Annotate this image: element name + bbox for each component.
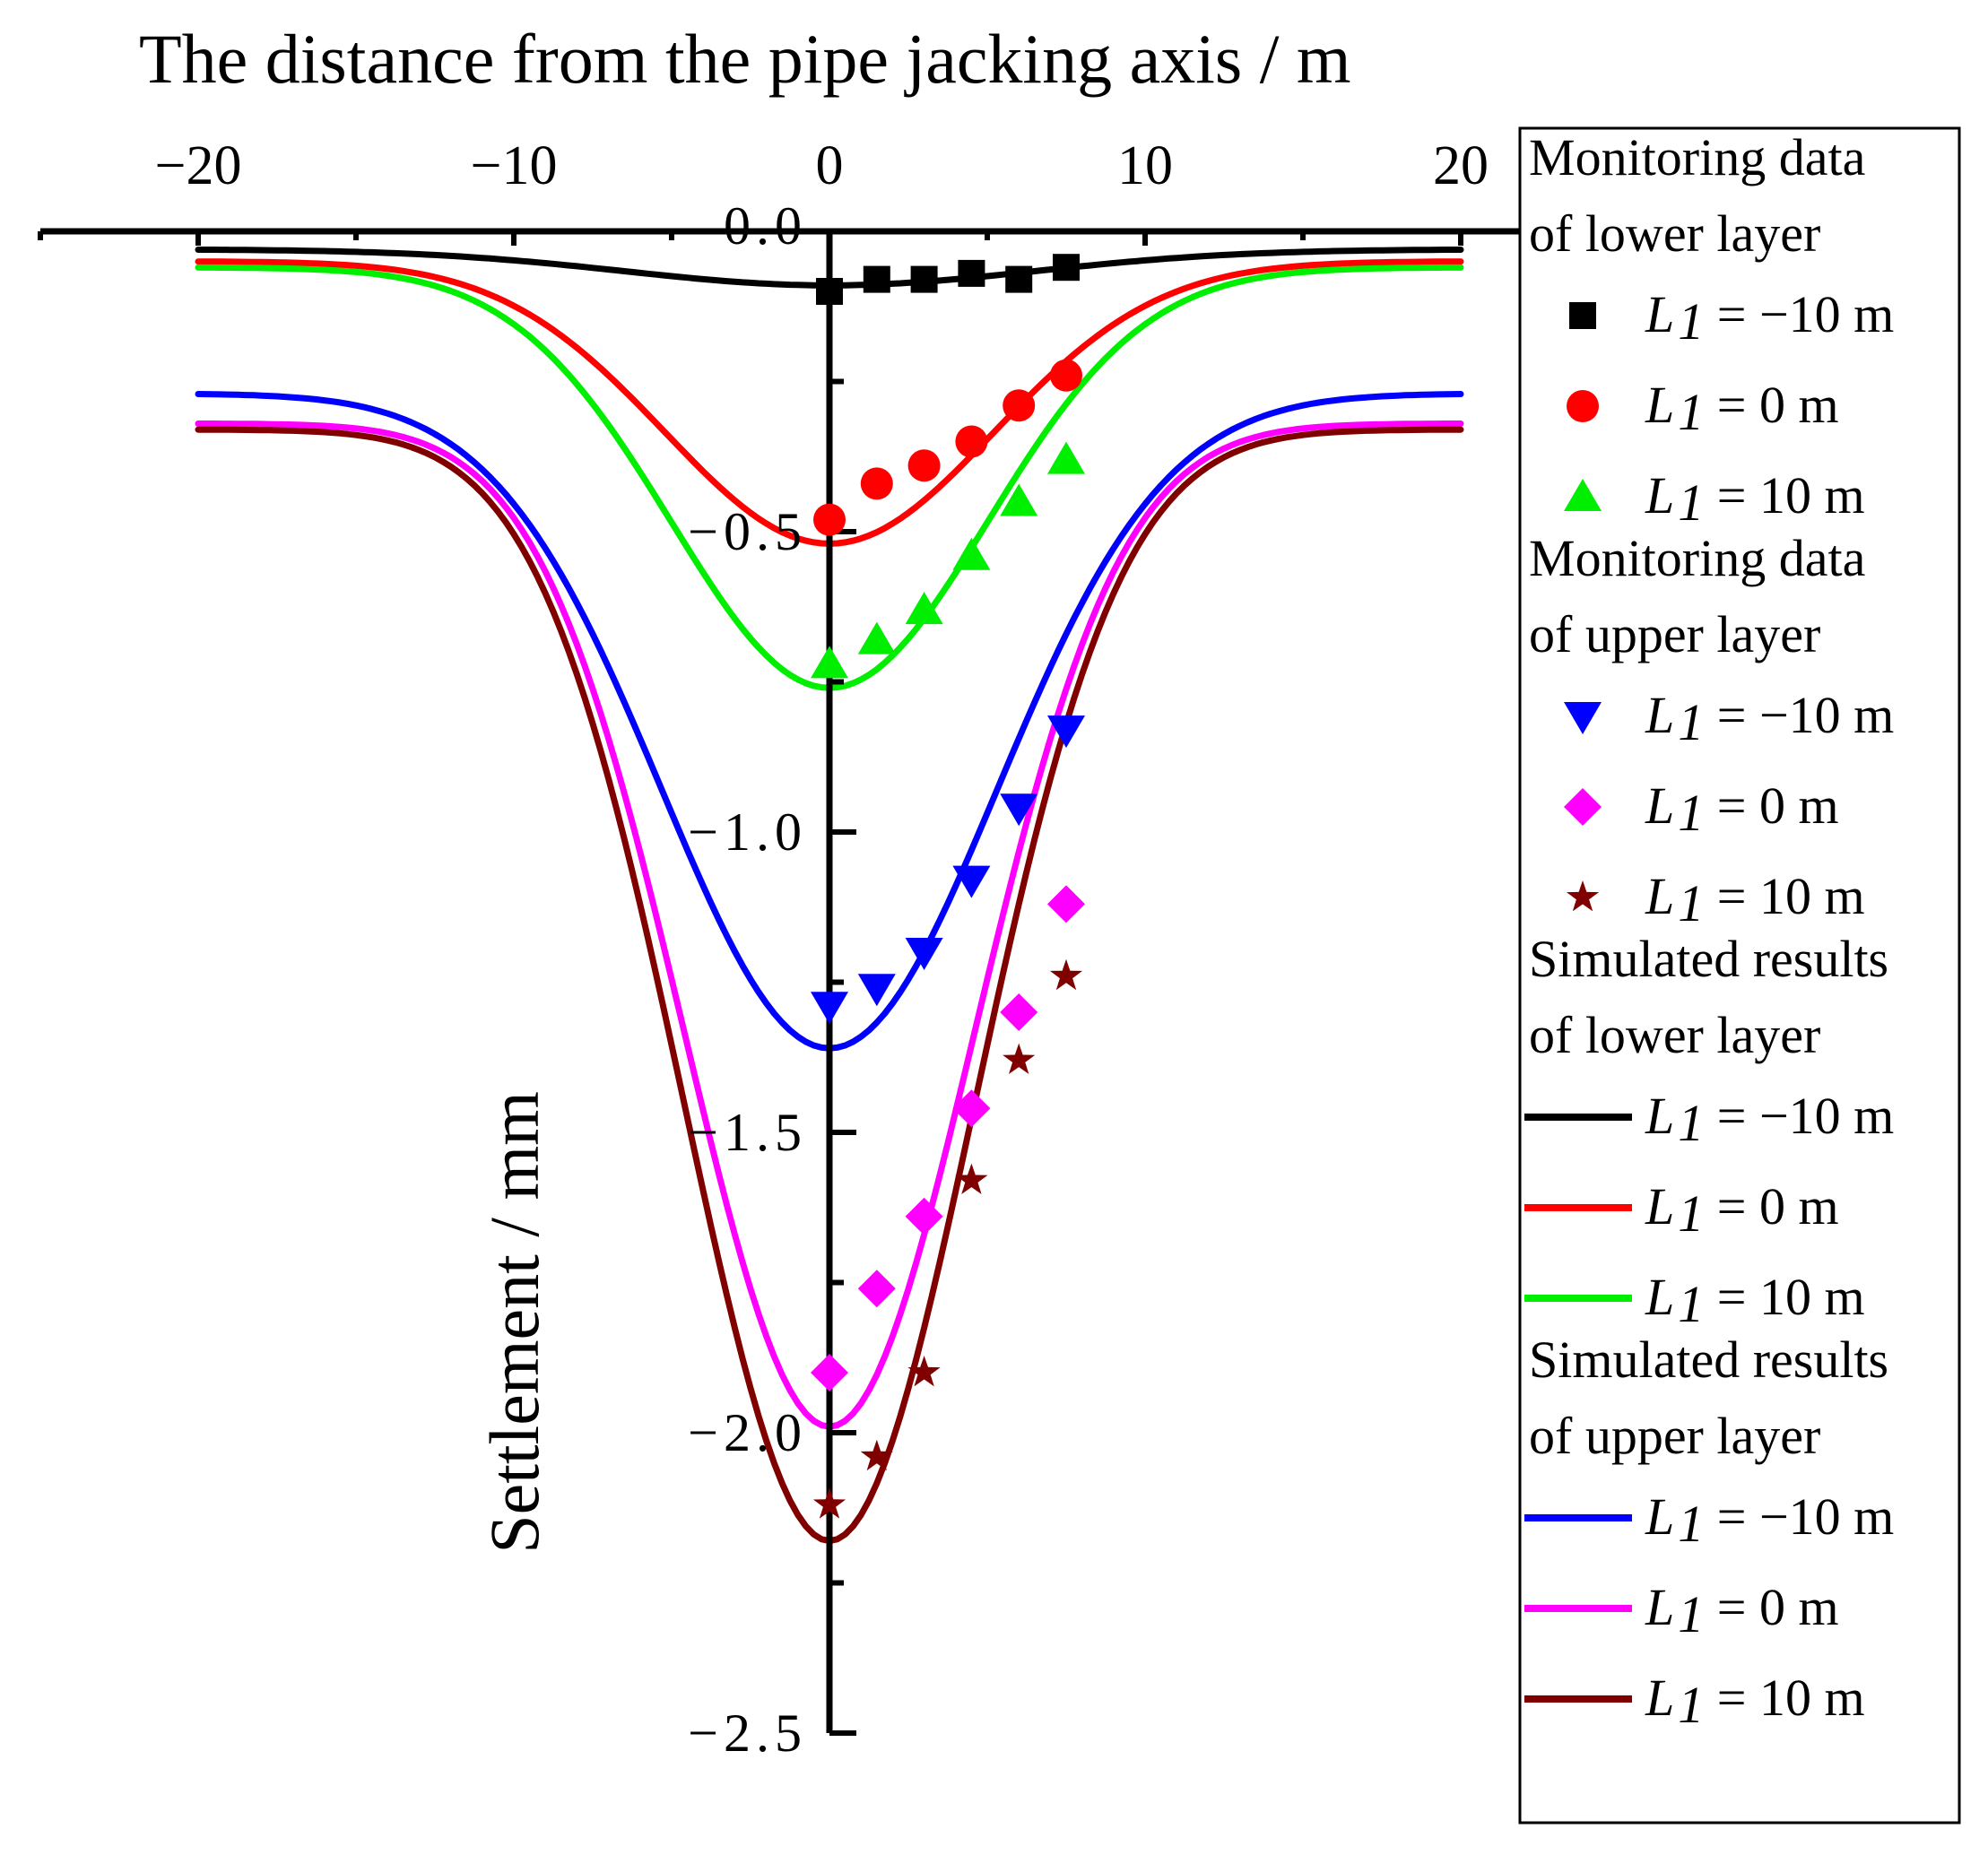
data-point — [857, 1270, 896, 1308]
data-point — [952, 865, 991, 898]
data-point — [863, 265, 890, 293]
data-point — [905, 592, 943, 625]
data-point — [1050, 359, 1082, 392]
data-point — [905, 938, 943, 970]
legend-label: L1 = 10 m — [1645, 466, 1865, 532]
y-tick-label: −2.0 — [688, 1403, 807, 1462]
legend-label: L1 = 10 m — [1645, 867, 1865, 932]
data-point — [955, 425, 988, 458]
x-axis-ticks: −20 −10 0 10 20 — [38, 135, 1489, 246]
legend-heading: of upper layer — [1529, 605, 1820, 663]
data-point — [955, 1163, 988, 1194]
y-tick-label: −1.5 — [688, 1103, 807, 1162]
x-tick-label: 20 — [1433, 135, 1489, 196]
data-point — [1047, 885, 1085, 923]
data-point — [952, 537, 991, 570]
axes: −20 −10 0 10 20 0.0 −0.5 −1.0 −1.5 −2.0 −2.5 — [38, 135, 1520, 1763]
legend-heading: of upper layer — [1529, 1407, 1820, 1465]
data-point — [1047, 441, 1085, 474]
data-point — [1003, 389, 1036, 422]
legend-label: L1 = 10 m — [1645, 1669, 1865, 1734]
legend-label: L1 = −10 m — [1645, 285, 1894, 351]
y-tick-label: −1.0 — [688, 802, 807, 862]
y-tick-label: −2.5 — [688, 1703, 807, 1763]
legend-marker — [1564, 702, 1602, 734]
legend-heading: Monitoring data — [1529, 529, 1865, 587]
data-point — [811, 646, 848, 679]
x-tick-label: −20 — [155, 135, 242, 196]
x-axis-title: The distance from the pipe jacking axis … — [139, 20, 1351, 98]
legend-heading: Simulated results — [1529, 1331, 1888, 1389]
data-point — [907, 1356, 941, 1387]
data-point — [813, 503, 846, 536]
data-point — [857, 621, 896, 654]
data-point — [812, 1487, 846, 1519]
data-point — [1000, 793, 1038, 827]
data-point — [1005, 265, 1033, 293]
legend-marker — [1566, 880, 1600, 912]
x-tick-label: 0 — [816, 135, 844, 196]
data-point — [1049, 958, 1083, 991]
x-tick-label: 10 — [1117, 135, 1173, 196]
data-point — [1000, 993, 1038, 1031]
data-point — [907, 449, 941, 482]
data-point — [811, 992, 848, 1025]
legend-label: L1 = 10 m — [1645, 1268, 1865, 1333]
legend-label: L1 = 0 m — [1645, 1177, 1839, 1243]
data-point — [1053, 254, 1080, 282]
legend-label: L1 = −10 m — [1645, 686, 1894, 751]
y-axis-title: Settlement / mm — [475, 1091, 553, 1554]
legend-heading: of lower layer — [1529, 1006, 1820, 1064]
legend-marker — [1564, 479, 1602, 511]
data-point — [1003, 1043, 1036, 1074]
data-point — [905, 1197, 943, 1235]
y-tick-label: 0.0 — [724, 196, 807, 256]
monitoring-markers — [811, 254, 1085, 1519]
legend-label: L1 = −10 m — [1645, 1087, 1894, 1152]
data-point — [1047, 715, 1085, 749]
data-point — [1000, 483, 1038, 516]
x-tick-label: −10 — [471, 135, 558, 196]
data-point — [811, 1354, 848, 1391]
y-tick-label: −0.5 — [688, 502, 807, 561]
legend-label: L1 = 0 m — [1645, 776, 1839, 842]
data-point — [952, 1089, 991, 1128]
data-point — [860, 1439, 893, 1471]
legend-label: L1 = 0 m — [1645, 376, 1839, 441]
legend-heading: of lower layer — [1529, 204, 1820, 263]
data-point — [857, 974, 896, 1007]
legend: Monitoring data of lower layer L1 = −10 m L… — [1518, 126, 1961, 1825]
data-point — [816, 278, 843, 305]
legend-marker — [1564, 788, 1602, 826]
legend-heading: Monitoring data — [1529, 128, 1865, 186]
data-point — [958, 259, 985, 287]
legend-marker — [1567, 390, 1599, 422]
data-point — [860, 467, 893, 500]
legend-heading: Simulated results — [1529, 930, 1888, 988]
legend-label: L1 = −10 m — [1645, 1487, 1894, 1553]
y-axis-ticks: 0.0 −0.5 −1.0 −1.5 −2.0 −2.5 — [688, 196, 856, 1763]
legend-label: L1 = 0 m — [1645, 1578, 1839, 1643]
legend-marker — [1569, 302, 1596, 329]
data-point — [910, 265, 938, 293]
